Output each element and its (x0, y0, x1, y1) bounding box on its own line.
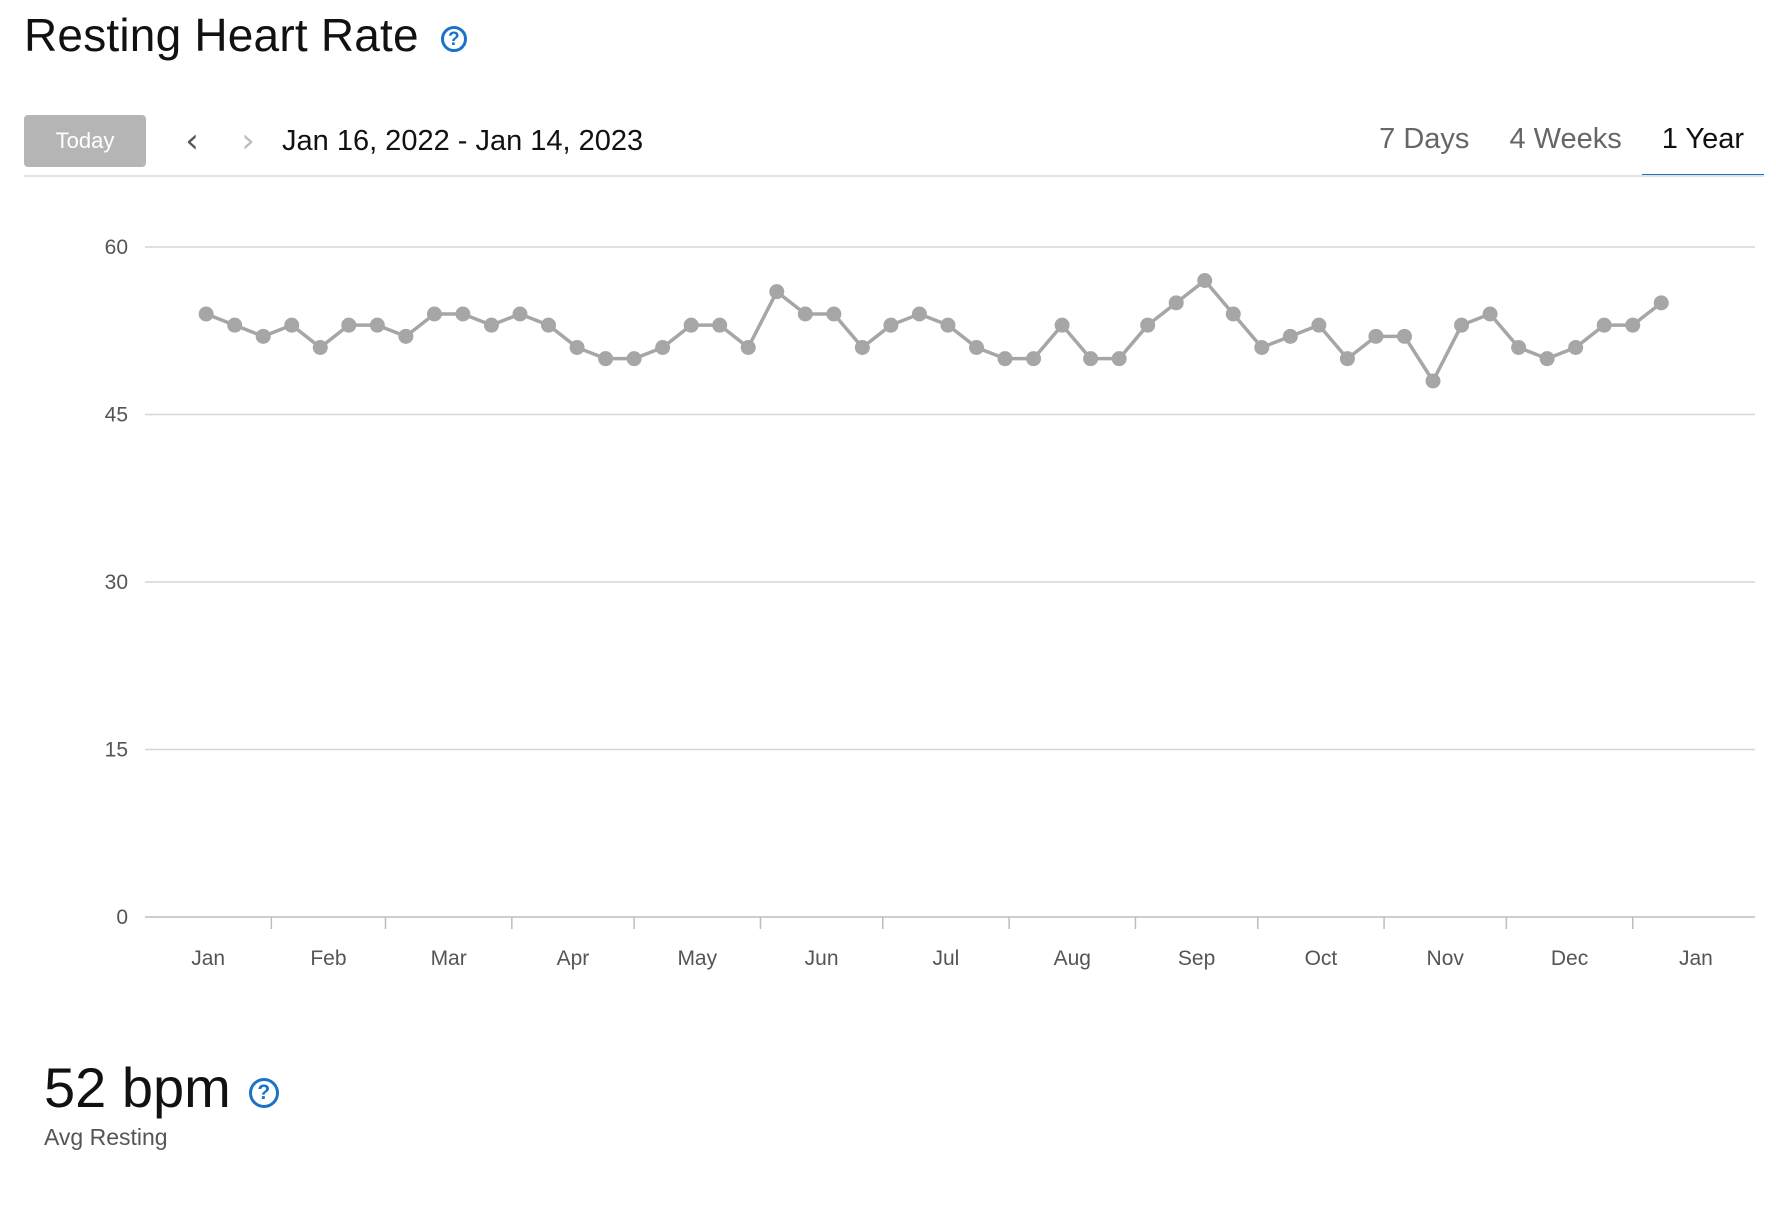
avg-resting-label: Avg Resting (44, 1124, 168, 1150)
data-point (569, 340, 585, 355)
data-point (797, 306, 813, 322)
data-point (512, 306, 528, 322)
data-point (1396, 328, 1412, 344)
data-point (1083, 351, 1099, 367)
tab-1-year[interactable]: 1 Year (1641, 115, 1765, 177)
x-tick-label: Jul (932, 947, 959, 970)
data-point (369, 317, 385, 333)
data-point (341, 317, 357, 333)
avg-resting-value: 52 bpm (44, 1056, 231, 1119)
data-point (940, 317, 956, 333)
resting-heart-rate-chart: 0 15 30 45 60 Jan Feb Mar Apr May Jun Jul Aug Sep Oct N… (105, 236, 1755, 970)
tab-7-days[interactable]: 7 Days (1379, 123, 1470, 155)
data-point (483, 317, 499, 333)
data-point (598, 351, 614, 367)
help-icon[interactable]: ? (440, 26, 467, 52)
data-point (1168, 295, 1184, 311)
data-point (1539, 351, 1555, 367)
help-icon[interactable]: ? (248, 1077, 279, 1108)
date-range: Jan 16, 2022 - Jan 14, 2023 (282, 125, 644, 157)
data-point (1482, 306, 1498, 322)
x-tick-label: May (677, 947, 717, 970)
x-tick-label: Aug (1054, 947, 1091, 970)
x-tick-label: Sep (1178, 947, 1215, 970)
chevron-right-icon[interactable]: › (241, 121, 255, 161)
avg-resting-stat: 52 bpm ? Avg Resting (44, 1055, 279, 1151)
data-point (1454, 317, 1470, 333)
data-point (455, 306, 471, 322)
data-point (826, 306, 842, 322)
data-point (854, 340, 870, 355)
x-tick-label: Jun (805, 947, 839, 970)
y-tick-label: 60 (105, 236, 128, 259)
data-point (198, 306, 214, 322)
series-layer (198, 273, 1669, 389)
data-point (1197, 273, 1213, 288)
toolbar: Today ‹ › Jan 16, 2022 - Jan 14, 2023 7 … (24, 115, 1765, 177)
today-button[interactable]: Today (24, 115, 146, 167)
data-point (683, 317, 699, 333)
page-title: Resting Heart Rate (24, 9, 419, 61)
data-point (1111, 351, 1127, 367)
data-point (1596, 317, 1612, 333)
data-point (911, 306, 927, 322)
x-tick-label: Oct (1305, 947, 1338, 970)
range-tabs: 7 Days 4 Weeks 1 Year (1359, 115, 1765, 177)
data-point (997, 351, 1013, 367)
data-point (1568, 340, 1584, 355)
data-point (1511, 340, 1527, 355)
data-point (1140, 317, 1156, 333)
x-tick-label: Mar (431, 947, 467, 970)
data-point (883, 317, 899, 333)
x-tick-label: Apr (557, 947, 590, 970)
data-point (255, 328, 271, 344)
x-tick-label: Feb (310, 947, 346, 970)
stat-row: 52 bpm ? (44, 1055, 279, 1120)
data-point (541, 317, 557, 333)
x-tick-label: Jan (1679, 947, 1713, 970)
title-row: Resting Heart Rate ? (24, 8, 467, 62)
y-tick-label: 45 (105, 404, 128, 427)
toolbar-divider (24, 175, 1764, 177)
data-point (1339, 351, 1355, 367)
data-point (1026, 351, 1042, 367)
data-point (227, 317, 243, 333)
data-point (1054, 317, 1070, 333)
data-point (1625, 317, 1641, 333)
data-point (398, 328, 414, 344)
data-point (769, 284, 785, 300)
y-tick-label: 0 (116, 906, 128, 929)
data-point (1282, 328, 1298, 344)
axis-layer: 0 15 30 45 60 Jan Feb Mar Apr May Jun Jul Aug Sep Oct N… (105, 236, 1713, 970)
y-tick-label: 30 (105, 571, 128, 594)
data-point (1225, 306, 1241, 322)
data-point (712, 317, 728, 333)
data-point (740, 340, 756, 355)
x-tick-label: Dec (1551, 947, 1588, 970)
data-point (968, 340, 984, 355)
data-point (1254, 340, 1270, 355)
x-tick-label: Nov (1427, 947, 1465, 970)
data-point (1653, 295, 1669, 311)
y-tick-label: 15 (105, 739, 128, 762)
data-point (1368, 328, 1384, 344)
data-point (312, 340, 328, 355)
data-point (284, 317, 300, 333)
tab-4-weeks[interactable]: 4 Weeks (1509, 123, 1622, 155)
data-point (1311, 317, 1327, 333)
series-line (205, 278, 1663, 383)
data-point (426, 306, 442, 322)
data-point (626, 351, 642, 367)
x-tick-label: Jan (191, 947, 225, 970)
grid-layer (145, 246, 1755, 918)
data-point (1425, 373, 1441, 389)
chevron-left-icon[interactable]: ‹ (185, 121, 199, 161)
data-point (655, 340, 671, 355)
